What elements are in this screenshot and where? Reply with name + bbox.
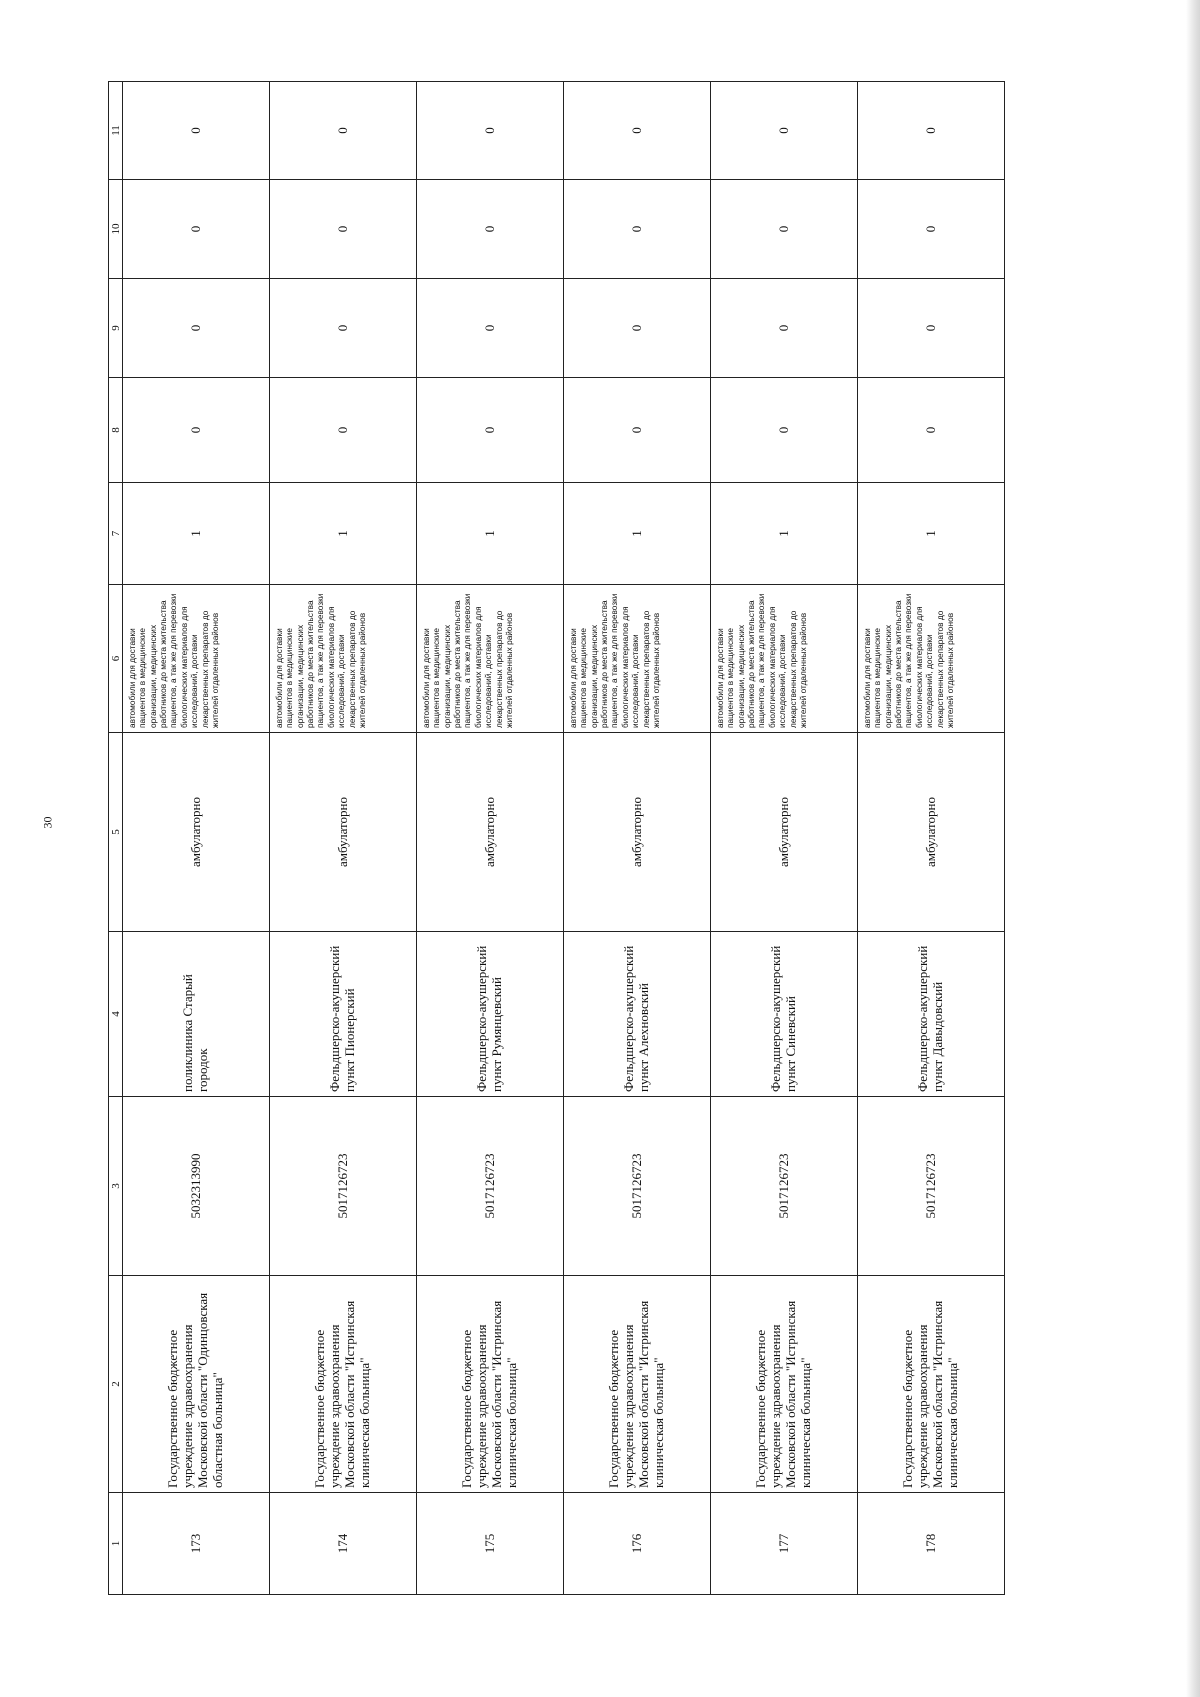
row-number-cell: 177 (710, 1492, 858, 1595)
count-cell: 0 (416, 81, 564, 180)
count-cell: 0 (269, 179, 417, 279)
column-number-header: 8 (108, 377, 123, 483)
inn-cell: 5017126723 (710, 1096, 858, 1276)
row-number-cell: 176 (563, 1492, 711, 1595)
page-number: 30 (40, 816, 55, 829)
count-cell: 0 (563, 377, 711, 483)
count-cell: 0 (710, 278, 858, 378)
count-cell: 0 (269, 377, 417, 483)
count-cell: 0 (710, 81, 858, 180)
column-number-header: 4 (108, 931, 123, 1097)
care-mode-cell: амбулаторно (416, 732, 564, 932)
count-cell: 0 (269, 81, 417, 180)
count-cell: 0 (710, 179, 858, 279)
vehicle-purpose-cell: автомобили для доставки пациентов в меди… (122, 584, 270, 733)
count-cell: 0 (416, 278, 564, 378)
care-mode-cell: амбулаторно (710, 732, 858, 932)
care-mode-cell: амбулаторно (269, 732, 417, 932)
table-row: 175 Государственное бюджетное учреждение … (416, 81, 564, 1595)
inn-cell: 5017126723 (269, 1096, 417, 1276)
count-cell: 1 (269, 482, 417, 585)
count-cell: 0 (857, 179, 1005, 279)
inn-cell: 5017126723 (563, 1096, 711, 1276)
row-number-cell: 175 (416, 1492, 564, 1595)
count-cell: 0 (563, 179, 711, 279)
vehicle-purpose-cell: автомобили для доставки пациентов в меди… (857, 584, 1005, 733)
table-row: 178 Государственное бюджетное учреждение … (857, 81, 1005, 1595)
care-mode-cell: амбулаторно (122, 732, 270, 932)
count-cell: 0 (122, 179, 270, 279)
column-number-header: 5 (108, 732, 123, 932)
unit-cell: Фельдшерско-акушерский пункт Алехновский (563, 931, 711, 1097)
column-number-header: 3 (108, 1096, 123, 1276)
organization-cell: Государственное бюджетное учреждение здр… (857, 1275, 1005, 1493)
row-number-cell: 173 (122, 1492, 270, 1595)
column-number-row: 1 2 3 4 5 6 7 8 9 10 11 (108, 81, 123, 1595)
data-table: 1 2 3 4 5 6 7 8 9 10 11 173 Государственное бюджетн… (108, 81, 1005, 1595)
count-cell: 1 (563, 482, 711, 585)
organization-cell: Государственное бюджетное учреждение здр… (710, 1275, 858, 1493)
organization-cell: Государственное бюджетное учреждение здр… (122, 1275, 270, 1493)
count-cell: 0 (416, 179, 564, 279)
count-cell: 1 (416, 482, 564, 585)
organization-cell: Государственное бюджетное учреждение здр… (563, 1275, 711, 1493)
column-number-header: 10 (108, 179, 123, 279)
count-cell: 0 (122, 377, 270, 483)
count-cell: 1 (857, 482, 1005, 585)
organization-cell: Государственное бюджетное учреждение здр… (269, 1275, 417, 1493)
table-row: 173 Государственное бюджетное учреждение … (122, 81, 270, 1595)
count-cell: 1 (710, 482, 858, 585)
unit-cell: Фельдшерско-акушерский пункт Синевский (710, 931, 858, 1097)
unit-cell: поликлиника Старый городок (122, 931, 270, 1097)
count-cell: 0 (857, 377, 1005, 483)
column-number-header: 2 (108, 1275, 123, 1493)
table-row: 177 Государственное бюджетное учреждение … (710, 81, 858, 1595)
count-cell: 0 (269, 278, 417, 378)
count-cell: 0 (122, 278, 270, 378)
count-cell: 1 (122, 482, 270, 585)
table-row: 174 Государственное бюджетное учреждение … (269, 81, 417, 1595)
unit-cell: Фельдшерско-акушерский пункт Давыдовский (857, 931, 1005, 1097)
vehicle-purpose-cell: автомобили для доставки пациентов в меди… (710, 584, 858, 733)
count-cell: 0 (122, 81, 270, 180)
count-cell: 0 (563, 278, 711, 378)
rotated-table-sheet: 1 2 3 4 5 6 7 8 9 10 11 173 Государственное бюджетн… (108, 81, 1005, 1595)
count-cell: 0 (857, 81, 1005, 180)
column-number-header: 6 (108, 584, 123, 733)
vehicle-purpose-cell: автомобили для доставки пациентов в меди… (563, 584, 711, 733)
inn-cell: 5017126723 (857, 1096, 1005, 1276)
scan-edge (1186, 0, 1200, 1697)
vehicle-purpose-cell: автомобили для доставки пациентов в меди… (269, 584, 417, 733)
organization-cell: Государственное бюджетное учреждение здр… (416, 1275, 564, 1493)
count-cell: 0 (416, 377, 564, 483)
count-cell: 0 (710, 377, 858, 483)
inn-cell: 5017126723 (416, 1096, 564, 1276)
table-row: 176 Государственное бюджетное учреждение … (563, 81, 711, 1595)
column-number-header: 1 (108, 1492, 123, 1595)
row-number-cell: 174 (269, 1492, 417, 1595)
care-mode-cell: амбулаторно (563, 732, 711, 932)
care-mode-cell: амбулаторно (857, 732, 1005, 932)
column-number-header: 11 (108, 81, 123, 180)
count-cell: 0 (857, 278, 1005, 378)
unit-cell: Фельдшерско-акушерский пункт Румянцевски… (416, 931, 564, 1097)
column-number-header: 7 (108, 482, 123, 585)
column-number-header: 9 (108, 278, 123, 378)
vehicle-purpose-cell: автомобили для доставки пациентов в меди… (416, 584, 564, 733)
count-cell: 0 (563, 81, 711, 180)
unit-cell: Фельдшерско-акушерский пункт Пионерский (269, 931, 417, 1097)
inn-cell: 5032313990 (122, 1096, 270, 1276)
row-number-cell: 178 (857, 1492, 1005, 1595)
